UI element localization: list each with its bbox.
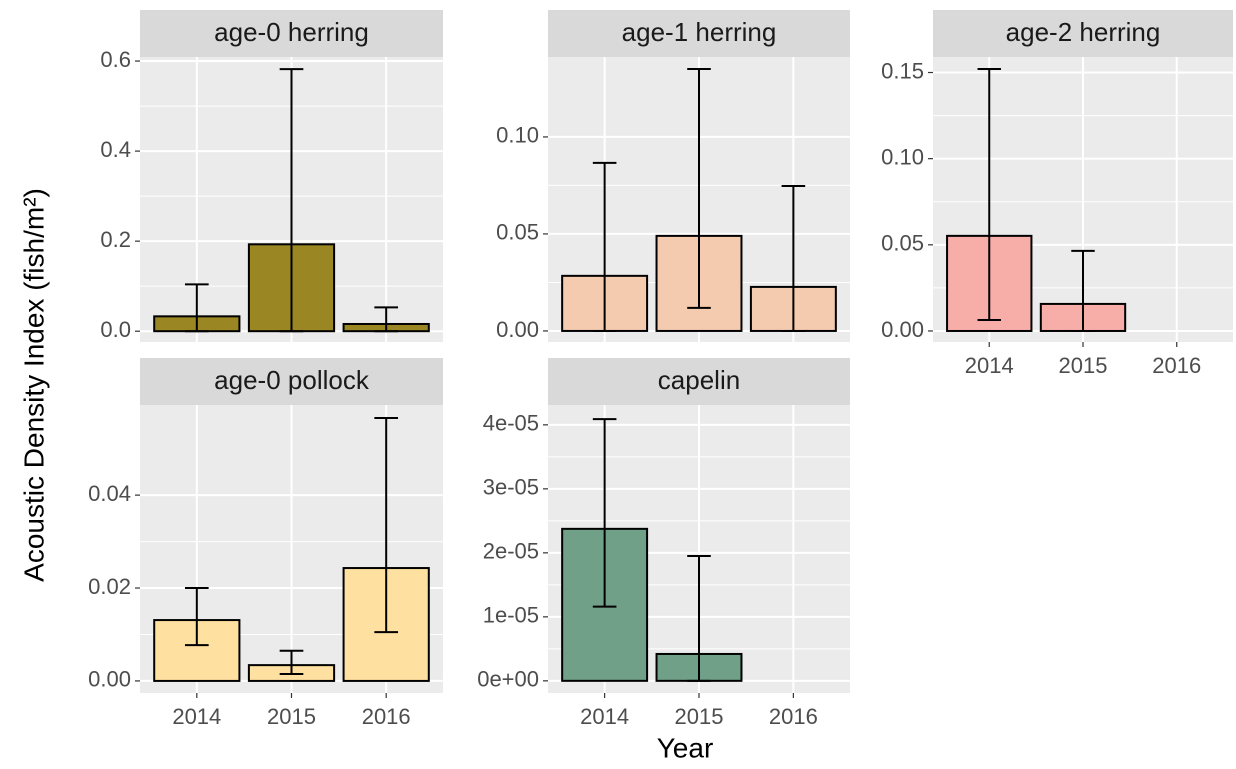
x-tick-label: 2016 [362, 704, 411, 729]
x-tick-label: 2014 [580, 704, 629, 729]
y-tick-label: 0.10 [496, 123, 539, 148]
strip-background [933, 10, 1233, 57]
y-tick-label: 0.02 [88, 574, 131, 599]
strip-background [140, 10, 443, 57]
y-tick-label: 0.10 [881, 144, 924, 169]
strip-background [140, 358, 443, 405]
strip-label: age-0 herring [214, 17, 369, 47]
x-tick-label: 2014 [172, 704, 221, 729]
y-tick-label: 0.4 [100, 137, 131, 162]
y-tick-label: 0.05 [496, 220, 539, 245]
x-axis-title: Year [657, 732, 714, 763]
strip-label: capelin [658, 365, 740, 395]
x-tick-label: 2015 [675, 704, 724, 729]
y-tick-label: 4e-05 [483, 411, 539, 436]
y-tick-label: 0.00 [88, 667, 131, 692]
strip-background [548, 10, 850, 57]
x-tick-label: 2014 [965, 353, 1014, 378]
y-tick-label: 2e-05 [483, 539, 539, 564]
y-tick-label: 0.00 [496, 317, 539, 342]
x-tick-label: 2016 [1152, 353, 1201, 378]
y-tick-label: 0.6 [100, 47, 131, 72]
y-axis-title: Acoustic Density Index (fish/m²) [18, 188, 49, 582]
y-tick-label: 0.2 [100, 227, 131, 252]
strip-background [548, 358, 850, 405]
strip-label: age-0 pollock [214, 365, 370, 395]
y-tick-label: 0.04 [88, 481, 131, 506]
y-tick-label: 0.00 [881, 317, 924, 342]
x-tick-label: 2016 [769, 704, 818, 729]
strip-label: age-1 herring [622, 17, 777, 47]
y-tick-label: 1e-05 [483, 603, 539, 628]
y-tick-label: 0.05 [881, 231, 924, 256]
y-tick-label: 3e-05 [483, 475, 539, 500]
y-tick-label: 0.0 [100, 317, 131, 342]
strip-label: age-2 herring [1006, 17, 1161, 47]
x-tick-label: 2015 [267, 704, 316, 729]
y-tick-label: 0.15 [881, 58, 924, 83]
x-tick-label: 2015 [1059, 353, 1108, 378]
y-tick-label: 0e+00 [477, 667, 539, 692]
